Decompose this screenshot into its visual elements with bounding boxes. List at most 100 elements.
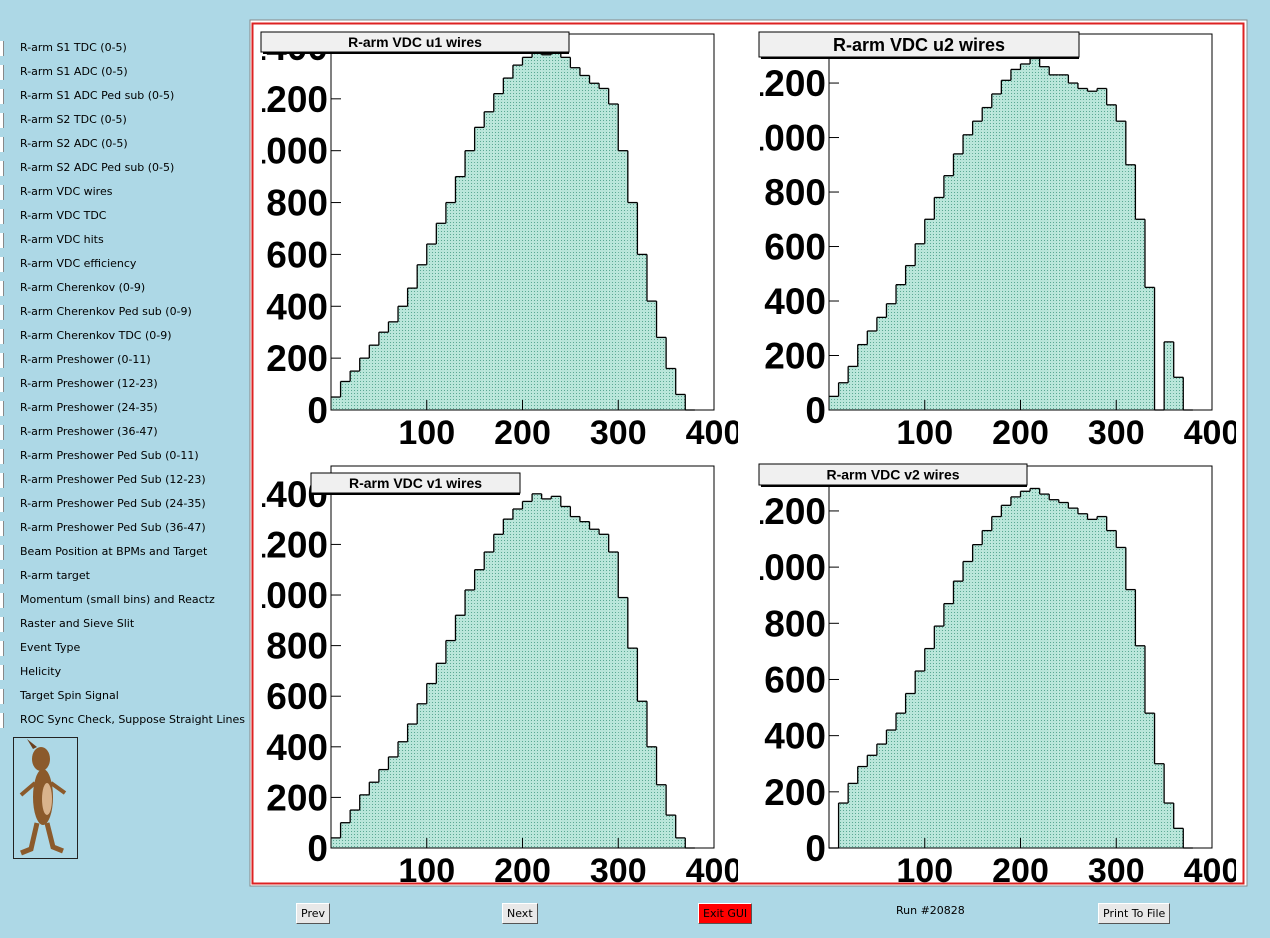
bar [474, 569, 485, 848]
bar [963, 134, 973, 411]
x-tick-label: 400 [686, 852, 743, 890]
bar [972, 121, 983, 410]
bar [407, 724, 418, 848]
bar [398, 741, 408, 848]
bar [340, 381, 351, 410]
bar [1097, 88, 1107, 411]
menu-item-label: R-arm Preshower Ped Sub (12-23) [20, 473, 206, 486]
menu-item[interactable]: Event Type [0, 637, 258, 659]
bar [1030, 488, 1040, 848]
menu-item[interactable]: R-arm Preshower Ped Sub (12-23) [0, 469, 258, 491]
bar [417, 264, 427, 410]
menu-item[interactable]: R-arm VDC TDC [0, 205, 258, 227]
y-tick-label: 400 [764, 716, 826, 757]
bar [474, 127, 485, 411]
x-tick-label: 400 [1184, 414, 1241, 452]
menu-item-label: R-arm Preshower Ped Sub (36-47) [20, 521, 206, 534]
bar [465, 150, 475, 411]
bar [541, 54, 552, 411]
menu-item-label: ROC Sync Check, Suppose Straight Lines [20, 713, 245, 726]
chart-title: R-arm VDC u2 wires [833, 35, 1005, 55]
bar [484, 111, 494, 411]
menu-item[interactable]: R-arm S1 ADC Ped sub (0-5) [0, 85, 258, 107]
x-tick-label: 100 [398, 414, 455, 452]
y-tick-label: 200 [266, 777, 328, 818]
menu-item[interactable]: R-arm Preshower (24-35) [0, 397, 258, 419]
bar [455, 176, 466, 410]
bar [1068, 83, 1078, 410]
logo-head [32, 747, 50, 771]
bar [876, 317, 887, 410]
menu-item[interactable]: R-arm S2 ADC (0-5) [0, 133, 258, 155]
bar [1106, 104, 1117, 410]
menu-item[interactable]: R-arm S1 TDC (0-5) [0, 37, 258, 59]
bar [838, 803, 849, 848]
bar [359, 358, 370, 410]
bar [1135, 219, 1145, 410]
menu-item[interactable]: R-arm target [0, 565, 258, 587]
menu-item[interactable]: R-arm S2 ADC Ped sub (0-5) [0, 157, 258, 179]
next-button[interactable]: Next [502, 903, 538, 924]
bar [666, 368, 676, 410]
menu-item[interactable]: Beam Position at BPMs and Target [0, 541, 258, 563]
bar [943, 175, 954, 410]
chart: 0200400600800100012001400100200300400R-a… [260, 27, 743, 452]
menu-item-label: R-arm VDC hits [20, 233, 104, 246]
menu-item[interactable]: R-arm S2 TDC (0-5) [0, 109, 258, 131]
logo-arms [19, 781, 67, 797]
menu-item[interactable]: R-arm Preshower Ped Sub (36-47) [0, 517, 258, 539]
menu-item[interactable]: Raster and Sieve Slit [0, 613, 258, 635]
bar [445, 202, 456, 410]
menu-item[interactable]: R-arm VDC wires [0, 181, 258, 203]
y-tick-label: 800 [764, 172, 826, 213]
menu-item[interactable]: R-arm VDC hits [0, 229, 258, 251]
menu-item[interactable]: Target Spin Signal [0, 685, 258, 707]
x-tick-label: 300 [590, 414, 647, 452]
x-tick-label: 300 [1088, 852, 1145, 890]
menu-item[interactable]: R-arm Cherenkov (0-9) [0, 277, 258, 299]
menu-item[interactable]: R-arm Preshower Ped Sub (0-11) [0, 445, 258, 467]
x-tick-label: 400 [686, 414, 743, 452]
menu-item-label: Event Type [20, 641, 81, 654]
y-tick-label: 600 [764, 659, 826, 700]
y-tick-label: 400 [266, 727, 328, 768]
bar [331, 837, 341, 848]
bar [1087, 91, 1098, 410]
menu-item[interactable]: R-arm Preshower (12-23) [0, 373, 258, 395]
chart: 0 200 400 600 800 1000 1200 100 200 300 400 R-arm V… [744, 31, 1241, 452]
menu-item-label: R-arm Cherenkov (0-9) [20, 281, 146, 294]
logo-legs [20, 822, 64, 856]
menu-item[interactable]: R-arm Preshower (0-11) [0, 349, 258, 371]
menu-item[interactable]: Momentum (small bins) and Reactz [0, 589, 258, 611]
y-tick-label: 600 [266, 234, 328, 275]
menu-item-label: R-arm S1 TDC (0-5) [20, 41, 127, 54]
bar [1039, 494, 1050, 848]
bar [991, 93, 1002, 411]
print-button[interactable]: Print To File [1098, 903, 1171, 924]
bar [608, 552, 619, 848]
bar [350, 371, 360, 410]
menu-item[interactable]: R-arm S1 ADC (0-5) [0, 61, 258, 83]
bar [1030, 58, 1040, 411]
menu-item[interactable]: R-arm Cherenkov Ped sub (0-9) [0, 301, 258, 323]
bar [637, 701, 647, 848]
bar [896, 713, 906, 848]
prev-button[interactable]: Prev [296, 903, 330, 924]
bar [484, 552, 494, 848]
menu-item[interactable]: Helicity [0, 661, 258, 683]
bar [331, 397, 341, 410]
bar [905, 265, 916, 410]
y-tick-label: 1000 [744, 547, 826, 588]
bar [455, 615, 466, 848]
menu-item-label: R-arm VDC efficiency [20, 257, 137, 270]
y-tick-label: 1200 [744, 63, 826, 104]
menu-item[interactable]: R-arm Preshower Ped Sub (24-35) [0, 493, 258, 515]
x-tick-label: 200 [992, 414, 1049, 452]
menu-item[interactable]: R-arm VDC efficiency [0, 253, 258, 275]
exit-button[interactable]: Exit GUI [698, 903, 753, 924]
bar [848, 783, 858, 848]
menu-item[interactable]: R-arm Cherenkov TDC (0-9) [0, 325, 258, 347]
menu-item-label: R-arm Preshower Ped Sub (0-11) [20, 449, 199, 462]
menu-item[interactable]: R-arm Preshower (36-47) [0, 421, 258, 443]
